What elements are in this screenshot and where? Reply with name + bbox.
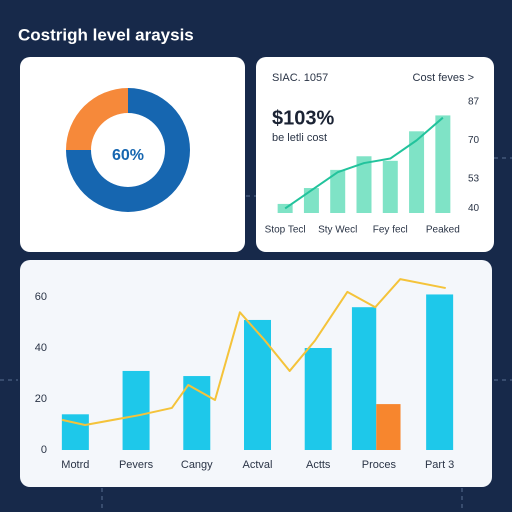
- line: [284, 116, 444, 210]
- card: [20, 57, 245, 252]
- x-tick-label: Motrd: [61, 459, 89, 471]
- line: [61, 278, 446, 427]
- y-tick-label: 53: [468, 174, 480, 185]
- bar: [409, 131, 425, 213]
- x-tick-label: Cangy: [181, 459, 213, 471]
- bar: [304, 348, 332, 450]
- subtitle: be letli cost: [272, 132, 327, 144]
- bar: [303, 188, 319, 213]
- bar: [356, 156, 372, 213]
- x-tick-label: Sty Wecl: [318, 225, 357, 236]
- y-tick-label: 0: [41, 444, 47, 456]
- donut-center-label: 60%: [112, 147, 144, 164]
- bar: [330, 169, 346, 213]
- bar: [61, 414, 89, 450]
- card-link[interactable]: Cost feves >: [413, 72, 474, 84]
- bar: [351, 307, 377, 450]
- bar: [382, 160, 398, 213]
- x-tick-label: Part 3: [425, 459, 454, 471]
- donut-segment: [66, 88, 128, 150]
- x-tick-label: Proces: [362, 459, 397, 471]
- x-tick-label: Pevers: [119, 459, 154, 471]
- bar: [277, 203, 293, 213]
- x-tick-label: Actts: [306, 459, 331, 471]
- y-tick-label: 70: [468, 135, 480, 146]
- bar: [426, 294, 454, 450]
- bar: [122, 370, 150, 450]
- y-tick-label: 87: [468, 96, 480, 107]
- bar: [244, 319, 271, 450]
- y-tick-label: 40: [35, 342, 47, 354]
- x-tick-label: Actval: [243, 459, 273, 471]
- y-tick-label: 20: [35, 393, 47, 405]
- headline: $103%: [272, 107, 334, 129]
- x-tick-label: Stop Tecl: [265, 225, 306, 236]
- x-tick-label: Peaked: [426, 225, 460, 236]
- bar: [183, 376, 211, 450]
- page-title: Costrigh level araysis: [18, 25, 194, 44]
- y-tick-label: 60: [35, 291, 47, 303]
- bar: [376, 404, 401, 450]
- card-header: SIAC. 1057: [272, 72, 328, 84]
- bar: [435, 115, 451, 213]
- donut-segment: [66, 88, 190, 212]
- y-tick-label: 40: [468, 203, 480, 214]
- card: [256, 57, 494, 252]
- x-tick-label: Fey fecl: [373, 225, 408, 236]
